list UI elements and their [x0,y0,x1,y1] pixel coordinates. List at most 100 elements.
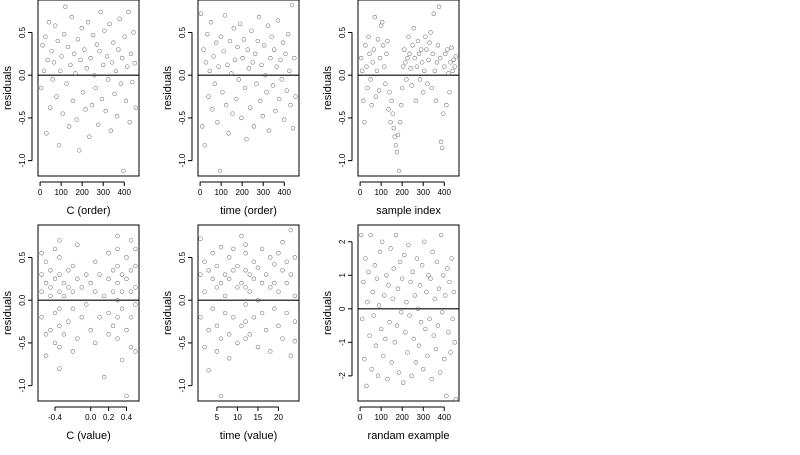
data-point [450,68,455,74]
data-point [390,296,395,301]
y-tick-label: 0 [338,306,347,311]
data-point [51,60,57,65]
data-point [57,306,62,311]
data-point [276,251,281,256]
data-point [364,383,369,389]
data-point [441,273,446,278]
data-point [119,272,125,277]
data-point [75,276,80,282]
data-point [377,55,383,61]
data-point [124,327,129,333]
data-point [388,119,393,125]
data-point [66,268,71,273]
plot-frame [357,224,460,402]
data-point [361,98,366,103]
data-point [239,280,244,286]
data-point [243,302,248,307]
data-point [232,57,238,62]
data-point [112,91,117,97]
data-point [79,26,84,31]
data-point [422,68,427,74]
data-point [229,71,234,76]
x-tick-label: 10 [233,413,242,422]
data-point [97,272,102,277]
data-point [245,47,250,52]
data-point [393,143,399,148]
data-point [269,34,274,39]
y-axis-title: residuals [322,65,334,110]
data-point [206,327,211,333]
data-point [106,251,111,256]
panel-2: 0 100 200 300 400 -1.0 -0.5 0.0 0.5 time (order) r… [162,0,300,217]
data-point [121,168,126,174]
data-point [124,276,129,282]
data-point [128,51,134,57]
data-point [115,298,120,303]
y-tick-label: -0.5 [18,335,27,349]
data-point [432,68,437,74]
data-point [398,309,404,315]
data-point [394,323,400,328]
data-point [75,336,80,341]
data-point [259,62,264,68]
x-axis-title: time (order) [220,205,277,217]
data-point [446,71,451,76]
data-point [434,60,440,65]
data-point [253,51,258,57]
data-point [427,40,432,45]
data-point [258,98,263,103]
data-point [365,85,370,91]
data-point [250,60,255,65]
data-point [128,315,134,320]
data-point [375,373,381,379]
x-tick-label: 0 [198,188,203,197]
data-point [412,293,417,298]
data-point [98,9,103,15]
data-point [222,13,228,18]
data-point [231,315,236,320]
data-point [218,34,224,39]
data-point [109,60,115,65]
y-tick-label: -1.0 [178,378,187,392]
data-point [437,55,443,61]
data-point [408,66,413,71]
data-point [198,236,203,241]
data-point [88,327,93,333]
data-point [93,259,98,264]
data-point [247,289,252,294]
data-point [247,332,252,337]
data-point [292,293,298,299]
data-point [279,77,284,82]
data-point [106,77,111,82]
data-point [368,232,373,238]
data-point [119,55,125,61]
y-tick-label: 2 [338,239,347,244]
data-point [70,349,76,354]
data-point [57,272,62,277]
data-point [88,280,93,286]
data-point [268,349,273,354]
data-point [243,251,248,256]
data-point [83,107,88,112]
data-point [371,47,376,52]
y-tick-label: 1 [338,273,347,278]
data-point [79,315,84,320]
data-point [235,285,240,290]
data-point [382,293,387,298]
data-point [61,31,67,37]
data-point [369,102,374,108]
data-point [413,360,419,365]
data-point [393,232,399,238]
data-point [290,125,296,131]
x-axis-title: time (value) [220,430,277,442]
x-axis-title: randam example [368,430,450,442]
y-axis-title: residuals [162,290,174,335]
data-point [201,47,206,52]
plot-frame [197,0,300,177]
data-point [235,263,240,269]
data-point [452,340,457,345]
data-point [436,4,442,10]
data-point [372,14,378,20]
data-point [447,90,452,95]
